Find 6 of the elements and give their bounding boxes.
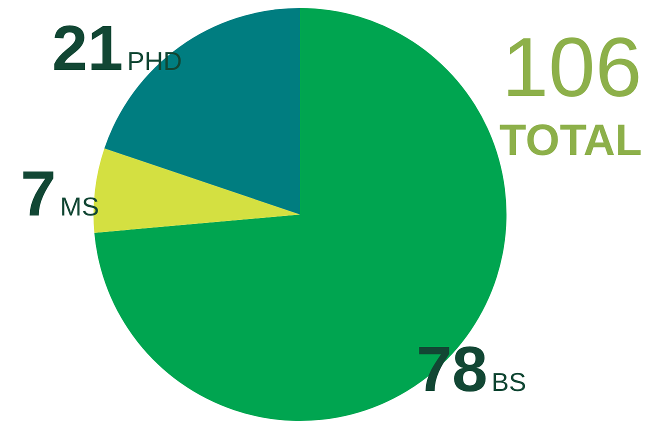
- data-label: 7: [20, 158, 56, 230]
- text: 106: [502, 20, 642, 114]
- text: TOTAL: [499, 116, 642, 165]
- data-label: 78: [416, 333, 488, 406]
- slice-label: BS: [492, 367, 526, 398]
- data-label: 21: [52, 12, 124, 84]
